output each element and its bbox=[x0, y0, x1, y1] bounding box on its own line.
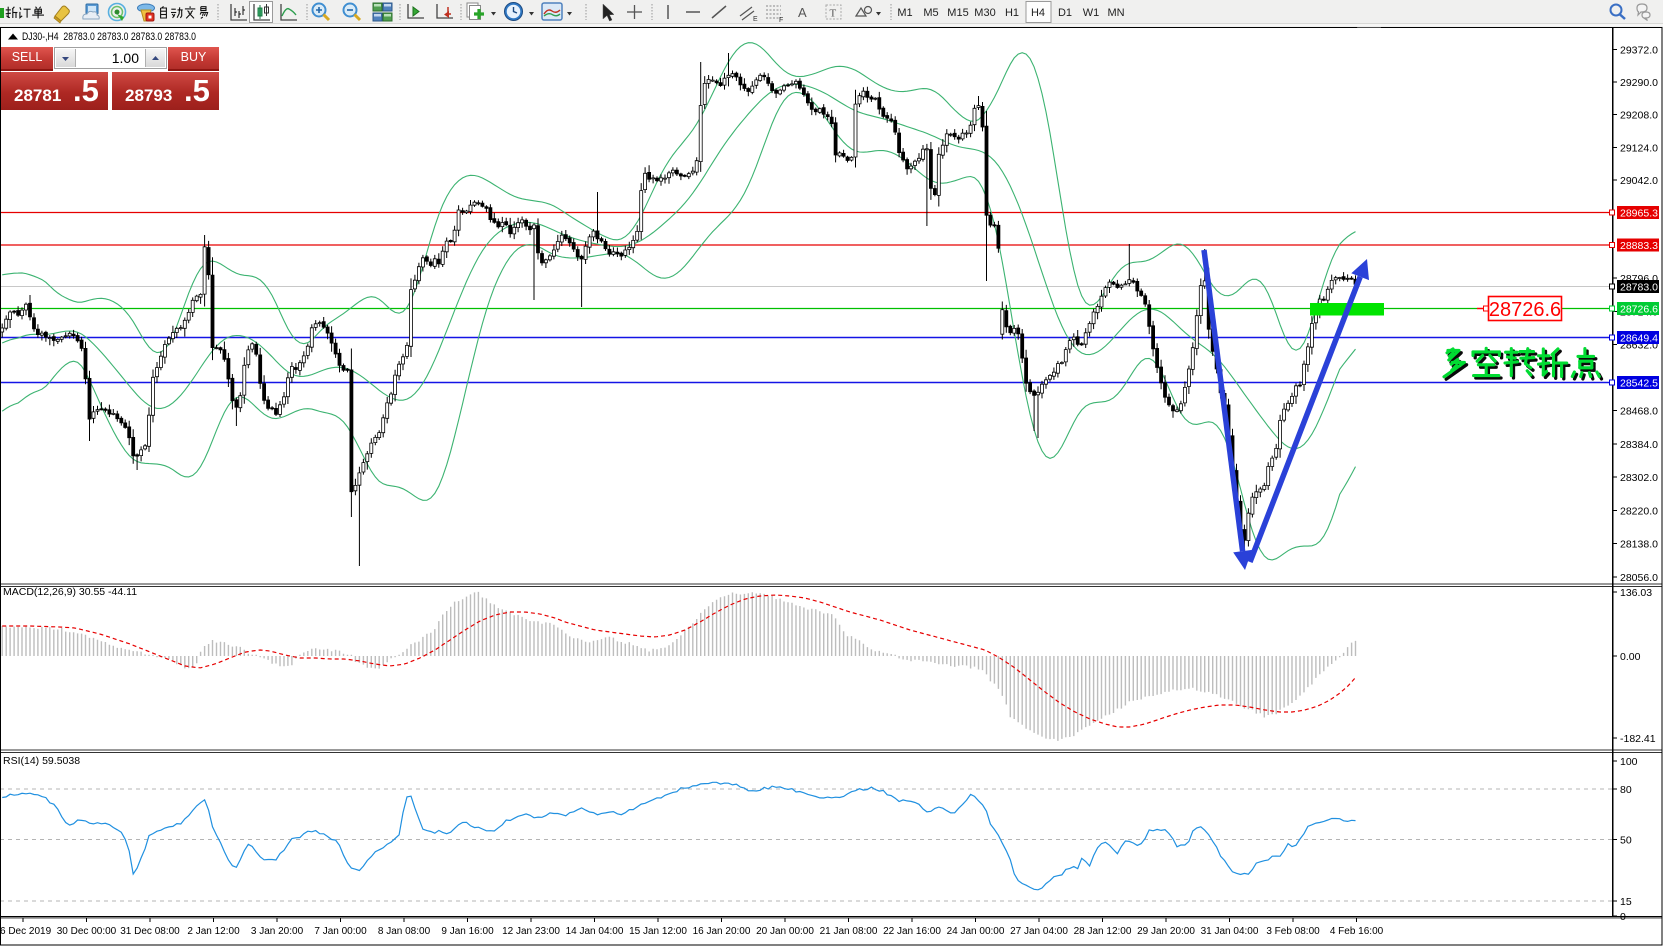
svg-text:31 Dec 08:00: 31 Dec 08:00 bbox=[120, 926, 180, 937]
svg-text:28138.0: 28138.0 bbox=[1620, 538, 1658, 550]
svg-text:28220.0: 28220.0 bbox=[1620, 505, 1658, 517]
svg-text:3 Feb 08:00: 3 Feb 08:00 bbox=[1266, 926, 1320, 937]
svg-text:14 Jan 04:00: 14 Jan 04:00 bbox=[566, 926, 624, 937]
svg-text:28056.0: 28056.0 bbox=[1620, 572, 1658, 584]
svg-text:28649.4: 28649.4 bbox=[1620, 333, 1658, 345]
svg-text:28726.6: 28726.6 bbox=[1489, 299, 1561, 321]
svg-text:0: 0 bbox=[1620, 911, 1626, 923]
svg-text:-182.41: -182.41 bbox=[1620, 733, 1656, 745]
svg-text:28883.3: 28883.3 bbox=[1620, 240, 1658, 252]
svg-text:80: 80 bbox=[1620, 784, 1632, 796]
svg-text:H4: H4 bbox=[1031, 7, 1045, 19]
svg-text:28965.3: 28965.3 bbox=[1620, 208, 1658, 220]
svg-text:9 Jan 16:00: 9 Jan 16:00 bbox=[441, 926, 494, 937]
svg-text:DJ30-,H4 28783.0 28783.0 2878: DJ30-,H4 28783.0 28783.0 28783.0 28783.0 bbox=[22, 31, 196, 43]
svg-text:29 Jan 20:00: 29 Jan 20:00 bbox=[1137, 926, 1195, 937]
svg-text:28468.0: 28468.0 bbox=[1620, 405, 1658, 417]
svg-text:3 Jan 20:00: 3 Jan 20:00 bbox=[251, 926, 304, 937]
svg-text:RSI(14) 59.5038: RSI(14) 59.5038 bbox=[3, 755, 80, 767]
svg-text:29372.0: 29372.0 bbox=[1620, 44, 1658, 56]
svg-text:29208.0: 29208.0 bbox=[1620, 109, 1658, 121]
svg-text:15 Jan 12:00: 15 Jan 12:00 bbox=[629, 926, 687, 937]
svg-text:29124.0: 29124.0 bbox=[1620, 142, 1658, 154]
svg-text:28384.0: 28384.0 bbox=[1620, 439, 1658, 451]
svg-text:28726.6: 28726.6 bbox=[1620, 304, 1658, 316]
svg-text:22 Jan 16:00: 22 Jan 16:00 bbox=[883, 926, 941, 937]
svg-text:2 Jan 12:00: 2 Jan 12:00 bbox=[187, 926, 240, 937]
svg-text:E: E bbox=[753, 16, 758, 23]
svg-text:M30: M30 bbox=[974, 7, 995, 19]
svg-text:7 Jan 00:00: 7 Jan 00:00 bbox=[314, 926, 367, 937]
svg-text:30 Dec 00:00: 30 Dec 00:00 bbox=[57, 926, 117, 937]
svg-text:MN: MN bbox=[1107, 7, 1124, 19]
svg-text:H1: H1 bbox=[1005, 7, 1019, 19]
svg-text:W1: W1 bbox=[1083, 7, 1100, 19]
svg-text:M15: M15 bbox=[947, 7, 968, 19]
svg-text:M1: M1 bbox=[897, 7, 912, 19]
svg-text:29042.0: 29042.0 bbox=[1620, 175, 1658, 187]
svg-text:28542.5: 28542.5 bbox=[1620, 378, 1658, 390]
svg-text:28783.0: 28783.0 bbox=[1620, 282, 1658, 294]
svg-text:T: T bbox=[830, 8, 837, 20]
svg-text:28 Jan 12:00: 28 Jan 12:00 bbox=[1074, 926, 1132, 937]
svg-text:12 Jan 23:00: 12 Jan 23:00 bbox=[502, 926, 560, 937]
svg-text:50: 50 bbox=[1620, 834, 1632, 846]
svg-text:31 Jan 04:00: 31 Jan 04:00 bbox=[1201, 926, 1259, 937]
svg-text:8 Jan 08:00: 8 Jan 08:00 bbox=[378, 926, 431, 937]
svg-text:MACD(12,26,9) 30.55 -44.11: MACD(12,26,9) 30.55 -44.11 bbox=[3, 586, 137, 598]
svg-text:16 Jan 20:00: 16 Jan 20:00 bbox=[693, 926, 751, 937]
svg-text:20 Jan 00:00: 20 Jan 00:00 bbox=[756, 926, 814, 937]
svg-text:4 Feb 16:00: 4 Feb 16:00 bbox=[1330, 926, 1384, 937]
svg-text:24 Jan 00:00: 24 Jan 00:00 bbox=[947, 926, 1005, 937]
svg-text:100: 100 bbox=[1620, 756, 1638, 768]
svg-text:29290.0: 29290.0 bbox=[1620, 77, 1658, 89]
svg-text:28302.0: 28302.0 bbox=[1620, 472, 1658, 484]
svg-text:D1: D1 bbox=[1058, 7, 1072, 19]
svg-text:21 Jan 08:00: 21 Jan 08:00 bbox=[820, 926, 878, 937]
svg-text:15: 15 bbox=[1620, 896, 1632, 908]
svg-text:0.00: 0.00 bbox=[1620, 651, 1641, 663]
svg-text:27 Jan 04:00: 27 Jan 04:00 bbox=[1010, 926, 1068, 937]
svg-text:6 Dec 2019: 6 Dec 2019 bbox=[0, 926, 52, 937]
svg-text:A: A bbox=[798, 5, 807, 20]
svg-text:F: F bbox=[779, 17, 783, 24]
svg-text:136.03: 136.03 bbox=[1620, 587, 1652, 599]
svg-text:M5: M5 bbox=[923, 7, 938, 19]
